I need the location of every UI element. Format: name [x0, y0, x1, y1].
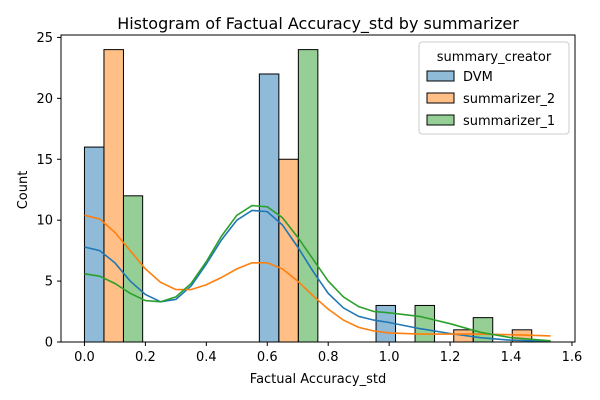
plot-area: 0.0 0.2 0.4 0.6 0.8 1.0 1.2 1.4 1.6 0 5 10 15 20 25 — [36, 31, 582, 365]
bar-summarizer_1-0 — [122, 195, 144, 343]
x-tick-label: 1.0 — [379, 350, 400, 365]
bar-summarizer_2-0 — [103, 49, 124, 343]
y-tick-label: 20 — [36, 92, 53, 107]
y-tick-label: 5 — [45, 275, 53, 290]
legend-swatch-summarizer_2 — [426, 92, 455, 104]
x-tick-label: 0.4 — [196, 350, 217, 365]
chart-title: Histogram of Factual Accuracy_std by sum… — [117, 14, 519, 34]
x-axis-title: Factual Accuracy_std — [250, 372, 386, 387]
x-tick-label: 1.4 — [501, 350, 522, 365]
x-tick-label: 0.0 — [74, 350, 95, 365]
bar-summarizer_2-1 — [278, 158, 299, 343]
legend-label-summarizer_2: summarizer_2 — [463, 92, 555, 107]
legend: summary_creator DVM summarizer_2 summarizer… — [418, 41, 570, 135]
x-tick-label: 0.2 — [135, 350, 156, 365]
legend-label-DVM: DVM — [463, 70, 493, 85]
y-tick-label: 25 — [36, 31, 53, 46]
x-tick-label: 0.8 — [318, 350, 339, 365]
legend-label-summarizer_1: summarizer_1 — [463, 114, 555, 129]
legend-box — [418, 41, 570, 135]
x-tick-label: 0.6 — [257, 350, 278, 365]
x-tick-label: 1.2 — [440, 350, 461, 365]
kde-line-DVM — [84, 209, 551, 343]
y-tick-label: 10 — [36, 214, 53, 229]
kde-line-summarizer_2 — [84, 214, 551, 337]
axes-frame — [60, 34, 576, 343]
legend-title: summary_creator — [437, 50, 552, 65]
y-tick-label: 0 — [45, 336, 53, 351]
bar-DVM-0 — [83, 146, 105, 343]
legend-swatch-summarizer_1 — [426, 114, 455, 126]
bar-summarizer_1-2 — [414, 304, 436, 343]
y-axis-title: Count — [16, 171, 31, 210]
kde-line-summarizer_1 — [84, 204, 551, 342]
x-tick-label: 1.6 — [562, 350, 583, 365]
y-tick-label: 15 — [36, 153, 53, 168]
legend-swatch-DVM — [426, 70, 455, 82]
